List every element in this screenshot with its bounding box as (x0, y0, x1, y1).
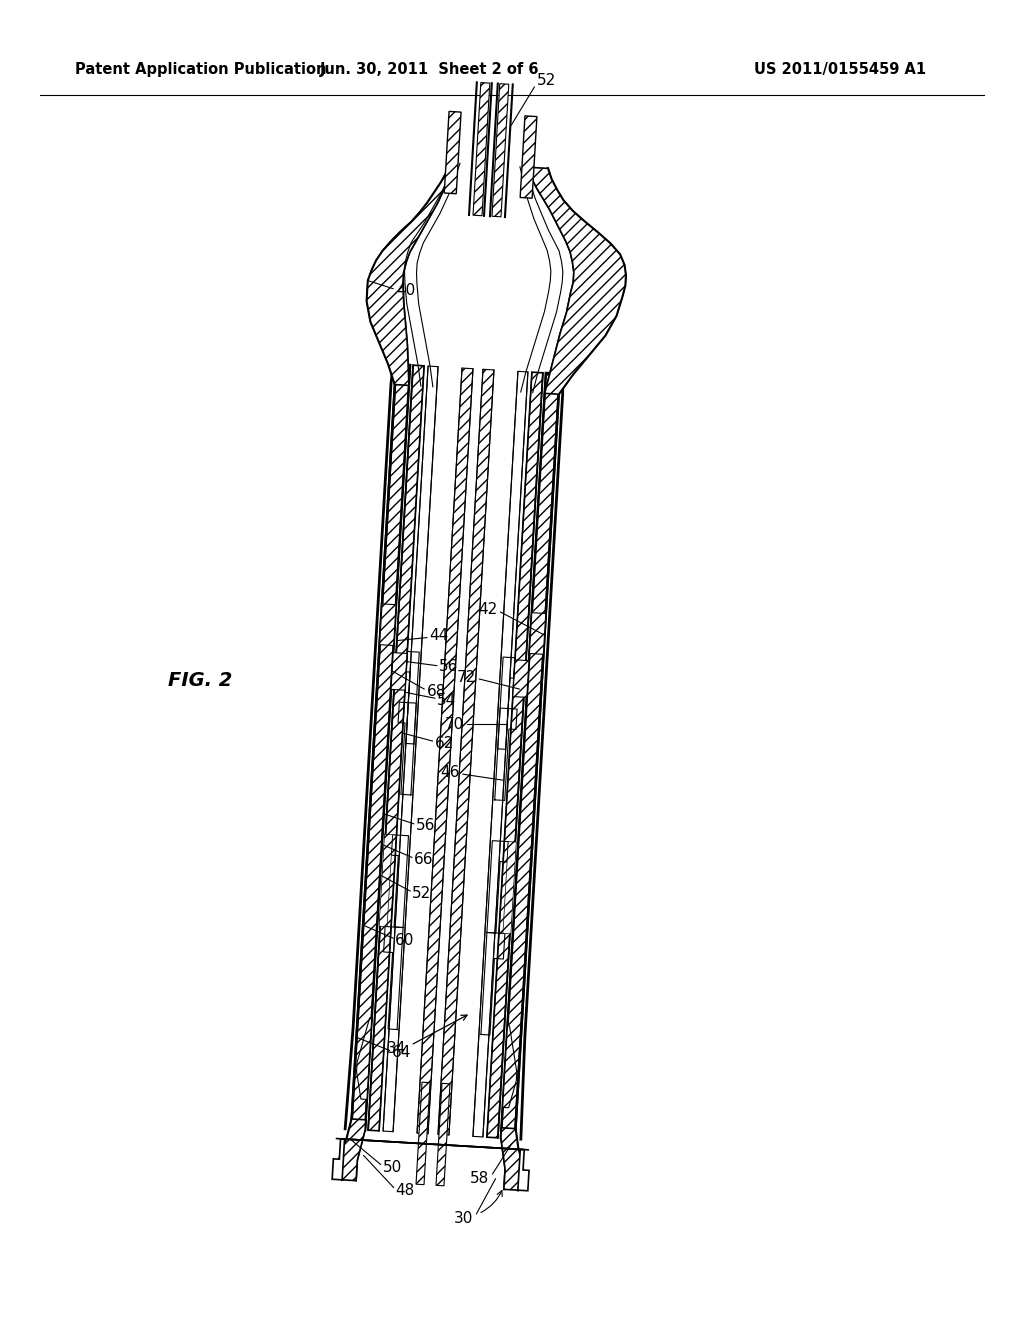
Text: 46: 46 (440, 764, 460, 780)
Text: 58: 58 (470, 1171, 489, 1187)
Polygon shape (351, 364, 411, 1130)
Polygon shape (520, 116, 537, 198)
Text: 64: 64 (391, 1045, 411, 1060)
Text: FIG. 2: FIG. 2 (168, 671, 232, 689)
Text: 52: 52 (537, 73, 556, 87)
Text: 62: 62 (434, 735, 454, 751)
Polygon shape (444, 111, 461, 194)
Text: 56: 56 (438, 659, 458, 675)
Polygon shape (486, 372, 543, 1138)
Polygon shape (501, 374, 560, 1139)
Polygon shape (529, 612, 546, 655)
Text: 60: 60 (395, 933, 415, 948)
Polygon shape (339, 1119, 366, 1180)
Polygon shape (416, 1082, 430, 1184)
Polygon shape (518, 1150, 529, 1191)
Text: 52: 52 (412, 886, 431, 900)
Text: Patent Application Publication: Patent Application Publication (75, 62, 327, 77)
Text: 30: 30 (454, 1212, 473, 1226)
Text: 56: 56 (416, 818, 435, 833)
Text: 54: 54 (437, 693, 456, 708)
Polygon shape (503, 842, 516, 933)
Text: 44: 44 (429, 628, 449, 643)
Polygon shape (380, 603, 396, 645)
Text: 48: 48 (395, 1183, 415, 1199)
Polygon shape (492, 83, 509, 216)
Polygon shape (473, 371, 528, 1137)
Polygon shape (438, 370, 494, 1135)
Text: 42: 42 (478, 602, 498, 616)
Polygon shape (503, 1026, 517, 1107)
Text: 70: 70 (445, 717, 464, 731)
Polygon shape (332, 1139, 344, 1180)
Text: 68: 68 (427, 684, 446, 698)
Polygon shape (367, 162, 455, 385)
Text: 34: 34 (386, 1040, 406, 1056)
Polygon shape (383, 366, 438, 1131)
Polygon shape (417, 368, 473, 1134)
Text: 72: 72 (457, 669, 476, 685)
Polygon shape (356, 1018, 372, 1100)
Polygon shape (379, 834, 392, 927)
Text: 50: 50 (383, 1160, 401, 1175)
Text: 66: 66 (414, 851, 433, 867)
Polygon shape (473, 83, 489, 215)
Polygon shape (513, 660, 529, 697)
Polygon shape (501, 1127, 523, 1191)
Text: Jun. 30, 2011  Sheet 2 of 6: Jun. 30, 2011 Sheet 2 of 6 (321, 62, 540, 77)
Polygon shape (368, 366, 424, 1131)
Text: US 2011/0155459 A1: US 2011/0155459 A1 (754, 62, 926, 77)
Polygon shape (436, 1084, 450, 1185)
Text: 40: 40 (396, 284, 416, 298)
Polygon shape (391, 652, 408, 690)
Polygon shape (528, 168, 626, 395)
